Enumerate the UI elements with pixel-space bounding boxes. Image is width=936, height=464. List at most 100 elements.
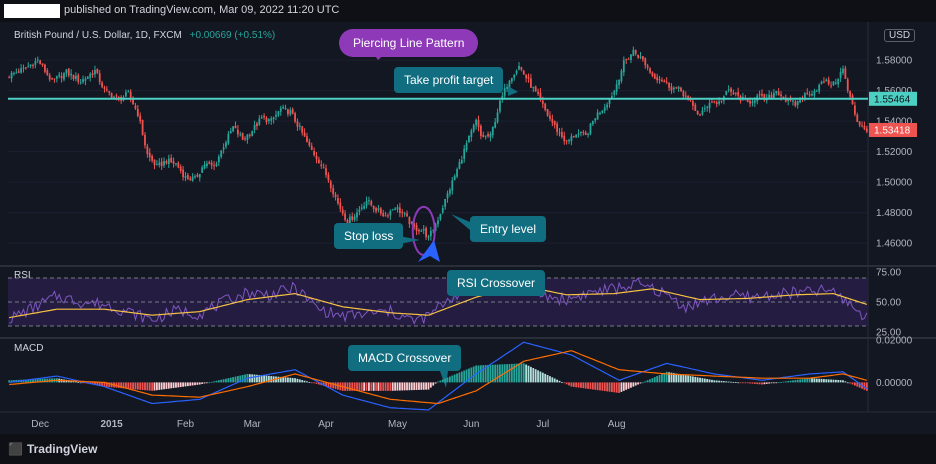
candle-body [108, 91, 111, 93]
candle-body [244, 138, 246, 140]
candle-body [530, 78, 532, 88]
macd-histogram-bar [801, 379, 804, 383]
macd-histogram-bar [508, 364, 511, 383]
macd-histogram-bar [865, 382, 868, 391]
macd-histogram-bar [844, 381, 847, 383]
macd-histogram-bar [191, 382, 194, 386]
macd-histogram-bar [837, 379, 840, 383]
candle-body [67, 68, 70, 76]
candle-body [282, 106, 285, 109]
macd-histogram-bar [563, 382, 566, 384]
candle-body [580, 132, 582, 134]
macd-histogram-bar [322, 382, 325, 386]
candle-body [475, 119, 478, 126]
candle-body [668, 82, 670, 88]
candle-body [34, 61, 37, 65]
currency-button[interactable]: USD [884, 29, 916, 42]
candle-body [203, 164, 206, 169]
macd-histogram-bar [325, 382, 327, 387]
candle-body [644, 58, 647, 66]
candle-body [546, 109, 549, 116]
macd-histogram-bar [394, 382, 397, 391]
candle-body [74, 75, 77, 79]
macd-histogram-bar [441, 379, 444, 383]
candle-body [510, 78, 513, 82]
candle-body [589, 123, 592, 135]
candle-body [470, 130, 473, 138]
stop-loss-callout-tail [399, 236, 420, 244]
candle-body [491, 126, 494, 136]
candle-body [394, 208, 397, 211]
time-tick-label: Jul [536, 419, 549, 430]
candle-body [377, 208, 380, 211]
candle-body [641, 56, 644, 60]
macd-histogram-bar [587, 382, 589, 389]
candle-body [396, 207, 399, 210]
candle-body [360, 207, 363, 209]
candle-body [387, 215, 389, 217]
macd-histogram-bar [379, 382, 382, 391]
macd-histogram-bar [696, 377, 699, 383]
macd-histogram-bar [384, 382, 387, 391]
macd-histogram-bar [851, 382, 854, 385]
macd-histogram-bar [706, 379, 709, 383]
macd-histogram-bar [406, 382, 408, 391]
macd-histogram-bar [744, 382, 747, 384]
candle-body [287, 109, 289, 115]
candle-body [634, 49, 637, 54]
candle-body [263, 115, 265, 118]
macd-histogram-bar [689, 376, 692, 383]
macd-histogram-bar [556, 379, 559, 383]
candle-body [703, 108, 706, 110]
candle-body [639, 56, 642, 58]
candle-body [65, 69, 68, 74]
candle-body [468, 135, 470, 143]
macd-histogram-bar [334, 382, 337, 389]
macd-histogram-bar [684, 375, 687, 383]
candle-body [256, 123, 258, 127]
macd-histogram-bar [344, 382, 346, 391]
candle-body [527, 76, 530, 79]
macd-histogram-bar [206, 382, 208, 384]
candle-body [208, 162, 211, 164]
candle-body [499, 100, 501, 112]
macd-histogram-bar [732, 381, 735, 383]
macd-histogram-bar [256, 374, 258, 383]
candle-body [784, 98, 787, 102]
candle-body [327, 174, 330, 181]
macd-histogram-bar [8, 380, 11, 383]
candle-body [482, 134, 485, 138]
macd-histogram-bar [570, 382, 573, 387]
candle-body [206, 163, 208, 166]
candle-body [258, 118, 261, 125]
candle-body [29, 64, 32, 66]
candle-body [10, 72, 13, 79]
macd-histogram-bar [74, 381, 77, 383]
macd-histogram-bar [396, 382, 399, 391]
candle-body [358, 209, 361, 212]
macd-histogram-bar [827, 379, 830, 383]
candle-body [665, 81, 668, 83]
candle-body [630, 54, 632, 60]
macd-histogram-bar [615, 382, 618, 393]
symbol-title: British Pound / U.S. Dollar, 1D, FXCM +0… [14, 30, 275, 41]
rsi-tick-label: 25.00 [876, 328, 901, 339]
macd-histogram-bar [737, 382, 740, 384]
macd-histogram-bar [534, 369, 537, 383]
candle-body [506, 87, 508, 89]
candle-body [758, 94, 761, 96]
candle-body [334, 194, 337, 198]
candle-body [232, 126, 235, 132]
candle-body [858, 121, 861, 126]
candle-body [127, 91, 130, 93]
candle-body [553, 121, 556, 125]
candle-body [856, 114, 859, 123]
macd-histogram-bar [663, 372, 666, 383]
macd-histogram-bar [27, 379, 30, 383]
candle-body [444, 198, 447, 207]
macd-histogram-bar [842, 380, 844, 383]
macd-histogram-bar [391, 382, 394, 391]
candle-body [441, 208, 444, 213]
candle-body [472, 125, 475, 132]
time-tick-label: Jun [463, 419, 479, 430]
